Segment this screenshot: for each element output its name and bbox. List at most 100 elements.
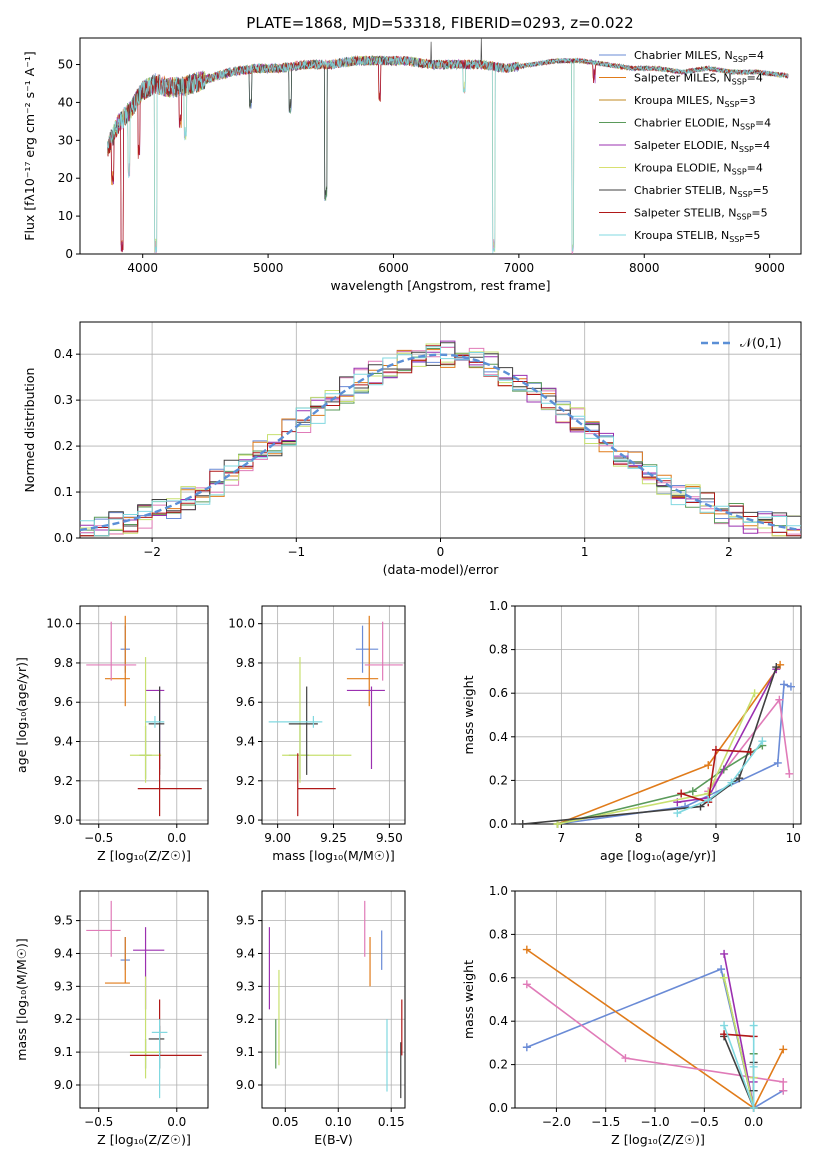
x-tick-label: 4000 [127,261,158,275]
weight-series-line [557,683,792,824]
legend-entry: Kroupa MILES, NSSP=3 [634,94,756,109]
weight-series-line [677,668,778,803]
y-tick-label: 1.0 [489,599,508,613]
legend-sub: SSP [732,168,747,177]
legend-label: Kroupa ELODIE, N [634,162,732,175]
spectrum-legend: Chabrier MILES, NSSP=4 Salpeter MILES, NS… [599,49,771,244]
x-tick-label: 8000 [629,261,660,275]
y-tick-label: 0.8 [489,927,508,941]
legend-label: Kroupa MILES, N [634,94,724,107]
legend-entry: Salpeter MILES, NSSP=4 [634,72,763,87]
y-tick-label: 0.4 [489,1014,508,1028]
x-axis-label: age [log₁₀(age/yr)] [600,848,716,863]
x-tick-label: 10 [786,831,801,845]
y-tick-label: 0.0 [54,531,73,545]
x-tick-label: 9000 [754,261,785,275]
x-axis-label: wavelength [Angstrom, rest frame] [330,278,550,293]
y-tick-label: 0.0 [489,1101,508,1115]
x-tick-label: −1 [287,545,305,559]
mass_vs_Z-frame [79,890,209,1109]
weight-point-marker [779,1086,788,1095]
x-tick-label: −1.0 [640,1115,669,1129]
figure-title: PLATE=1868, MJD=53318, FIBERID=0293, z=0… [246,14,633,32]
weight-point-marker [704,761,713,770]
legend-entry: Chabrier MILES, NSSP=4 [634,49,764,64]
legend-suffix: =4 [754,139,770,152]
y-tick-label: 9.6 [54,695,73,709]
y-tick-label: 9.4 [236,735,255,749]
normal-reference-curve [80,353,801,532]
spectrum-line [107,56,789,252]
weight-point-marker [522,945,531,954]
age_vs_Z-axes: −0.5 0.0 9.0 9.2 9.4 9.6 9.8 10.0 Z [log₁₀(Z/Z☉)… [14,605,209,863]
weight-point-marker [773,758,782,767]
y-axis-label: age [log₁₀(age/yr)] [14,657,29,773]
y-tick-label: 9.0 [54,813,73,827]
weight-point-marker [522,1043,531,1052]
y-tick-label: 0.4 [54,347,73,361]
y-tick-label: 9.0 [54,1078,73,1092]
y-tick-label: 9.2 [236,1012,255,1026]
spectrum-line [107,55,789,253]
legend-entry: Kroupa STELIB, NSSP=5 [634,229,760,244]
weight-point-marker [749,1021,758,1030]
y-tick-label: 9.8 [54,656,73,670]
x-tick-label: 0.0 [167,831,186,845]
y-tick-label: 9.3 [236,979,255,993]
x-axis-label: Z [log₁₀(Z/Z☉)] [97,848,191,863]
y-tick-label: 9.1 [236,1045,255,1059]
legend-label: Kroupa STELIB, N [634,229,729,242]
weight-series-line [526,948,784,1108]
y-tick-label: 0.0 [489,817,508,831]
x-tick-label: 2 [725,545,733,559]
y-tick-label: 9.4 [236,946,255,960]
y-tick-label: 10.0 [46,617,73,631]
weight-point-marker [518,820,527,828]
legend-suffix: =4 [747,72,763,85]
legend-sub: SSP [738,190,753,199]
weight-series-line [723,977,755,1108]
legend-entry: Chabrier ELODIE, NSSP=4 [634,117,771,132]
mass_vs_ebv-frame [261,890,406,1109]
weight_vs_Z-frame [514,890,802,1109]
weight_vs_Z-axes: −2.0 −1.5 −1.0 −0.5 0.0 0.0 0.2 0.4 0.6 0.8 1.0 Z [… [461,884,802,1147]
age_vs_mass-frame [261,605,406,825]
y-tick-label: 9.1 [54,1045,73,1059]
y-tick-label: 9.0 [236,813,255,827]
legend-sub: SSP [733,55,748,64]
weight-series-line [676,740,764,814]
weight-point-marker [779,1045,788,1054]
y-tick-label: 0.4 [489,730,508,744]
legend-label: Salpeter ELODIE, N [634,139,739,152]
x-tick-label: 1 [581,545,589,559]
x-tick-label: 8 [635,831,643,845]
legend-sub: SSP [732,78,747,87]
legend-sub: SSP [740,123,755,132]
weight-point-marker [758,737,767,746]
legend-sub: SSP [736,213,751,222]
y-tick-label: 9.2 [54,774,73,788]
weight-series-line [557,744,763,824]
weight-point-marker [772,663,781,672]
weight-point-marker [779,680,788,689]
x-tick-label: −2.0 [542,1115,571,1129]
legend-suffix: =4 [755,117,771,130]
y-tick-label: 0.2 [489,1058,508,1072]
legend-entry: Kroupa ELODIE, NSSP=4 [634,162,763,177]
y-tick-label: 20 [58,171,73,185]
weight-point-marker [720,949,729,958]
weight-series-line [557,692,756,824]
y-tick-label: 9.5 [236,914,255,928]
x-tick-label: 0.0 [167,1115,186,1129]
x-tick-label: 5000 [253,261,284,275]
weight_vs_age-frame [514,605,802,825]
y-tick-label: 9.2 [236,774,255,788]
x-tick-label: −0.5 [84,831,113,845]
weight-series-line [522,666,778,824]
y-axis-label: mass [log₁₀(M/M☉)] [14,938,29,1060]
weight-point-marker [735,774,744,783]
legend-entry: Salpeter ELODIE, NSSP=4 [634,139,770,154]
weight-series-line [723,1025,755,1108]
residuals-axes: −2 −1 0 1 2 0.0 0.1 0.2 0.3 0.4 (data-model)/error… [22,321,802,577]
